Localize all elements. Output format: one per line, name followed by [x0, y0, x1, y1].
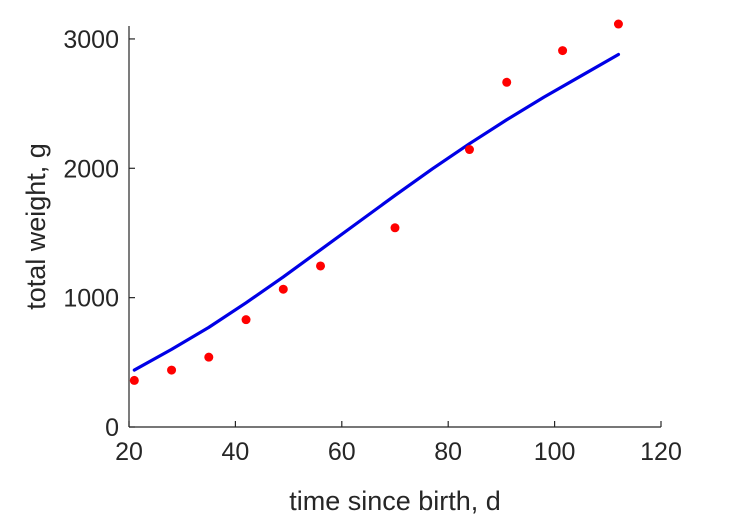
data-point — [390, 223, 400, 233]
data-point — [129, 375, 139, 385]
model-curve — [132, 52, 621, 372]
data-point — [167, 365, 177, 375]
data-point — [464, 145, 474, 155]
y-ticks: 0 1000 2000 3000 — [63, 26, 135, 442]
y-tick-label: 0 — [105, 414, 119, 442]
y-tick-label: 2000 — [63, 155, 119, 183]
data-point — [613, 19, 623, 29]
data-point — [241, 315, 251, 325]
x-axis-label: time since birth, d — [289, 486, 501, 516]
data-point — [558, 46, 568, 56]
data-point — [316, 261, 326, 271]
x-tick-label: 40 — [221, 438, 249, 466]
data-point — [502, 77, 512, 87]
data-point — [204, 352, 214, 362]
x-tick-label: 20 — [115, 438, 143, 466]
x-tick-label: 100 — [534, 438, 576, 466]
x-tick-label: 60 — [328, 438, 356, 466]
plot-series — [129, 19, 623, 385]
x-tick-label: 80 — [434, 438, 462, 466]
axes — [128, 26, 661, 428]
x-ticks: 20 40 60 80 100 120 — [115, 421, 682, 466]
data-point — [278, 284, 288, 294]
y-tick-label: 3000 — [63, 26, 119, 54]
y-axis-label: total weight, g — [21, 143, 51, 310]
x-tick-label: 120 — [640, 438, 682, 466]
y-tick-label: 1000 — [63, 285, 119, 313]
